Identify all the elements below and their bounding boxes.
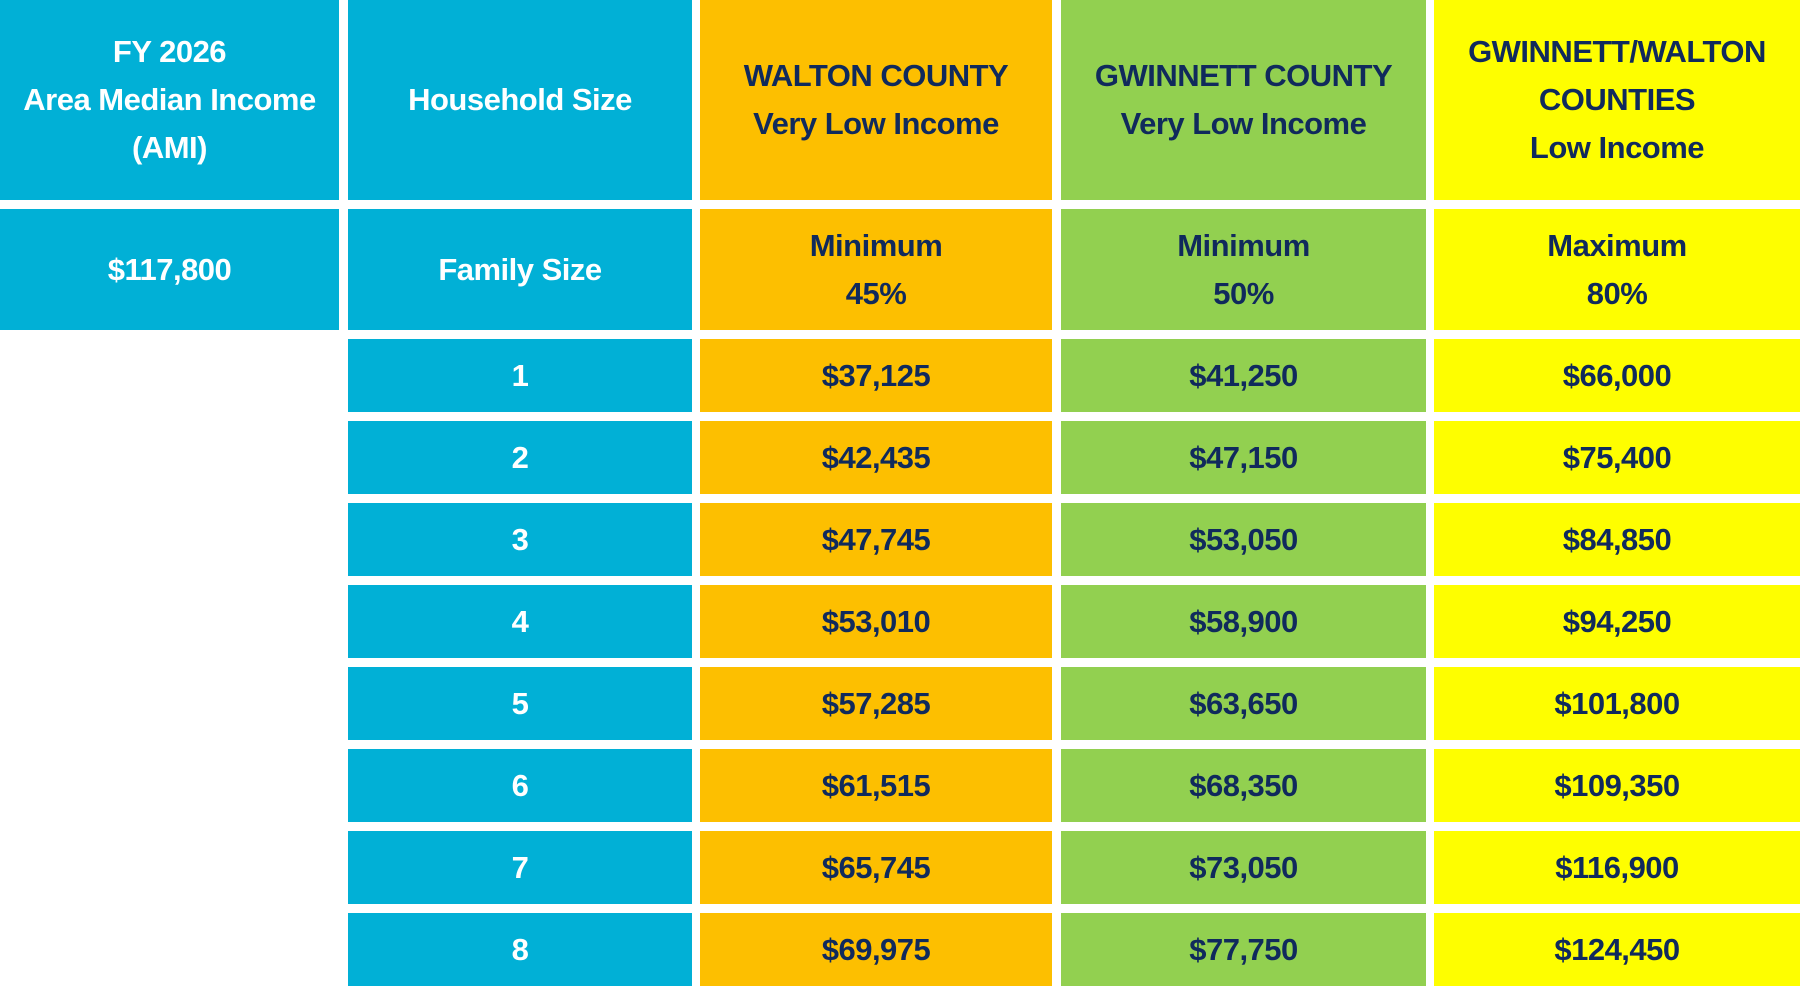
combined-limit-cell: $84,850: [1434, 503, 1800, 576]
household-size-value: 7: [511, 849, 529, 885]
household-size-value: 5: [511, 685, 529, 721]
gwinnett-header-cell: GWINNETT COUNTY Very Low Income: [1061, 0, 1426, 200]
income-limit-value: $47,150: [1189, 439, 1298, 475]
income-limit-value: $61,515: [821, 767, 931, 803]
combined-limit-cell: $109,350: [1434, 749, 1800, 822]
income-limit-value: $47,745: [821, 521, 931, 557]
income-limit-value: $75,400: [1562, 439, 1672, 475]
gwinnett-header-line: Very Low Income: [1120, 106, 1367, 141]
gwinnett-limit-cell: $41,250: [1061, 339, 1426, 412]
walton-limit-cell: $57,285: [700, 667, 1052, 740]
family-size-cell: 2: [348, 421, 692, 494]
income-limit-value: $124,450: [1554, 931, 1680, 967]
combined-threshold-percent: 80%: [1586, 275, 1648, 311]
walton-header-line: WALTON COUNTY: [743, 58, 1009, 93]
walton-limit-cell: $53,010: [700, 585, 1052, 658]
gwinnett-limit-cell: $47,150: [1061, 421, 1426, 494]
income-limit-value: $53,010: [821, 603, 931, 639]
ami-value: $117,800: [107, 251, 232, 287]
gwinnett-threshold-percent: 50%: [1213, 275, 1274, 311]
combined-header-line: Low Income: [1529, 130, 1705, 165]
combined-limit-cell: $101,800: [1434, 667, 1800, 740]
income-limit-value: $109,350: [1554, 767, 1680, 803]
income-limit-value: $94,250: [1562, 603, 1672, 639]
household-size-value: 3: [511, 521, 529, 557]
income-limit-value: $77,750: [1189, 931, 1298, 967]
household-size-value: 1: [511, 357, 529, 393]
income-limit-value: $65,745: [821, 849, 931, 885]
walton-limit-cell: $65,745: [700, 831, 1052, 904]
combined-limit-cell: $124,450: [1434, 913, 1800, 986]
household-size-value: 6: [511, 767, 529, 803]
income-limit-value: $53,050: [1189, 521, 1298, 557]
combined-limit-cell: $116,900: [1434, 831, 1800, 904]
walton-limit-cell: $37,125: [700, 339, 1052, 412]
family-size-cell: 3: [348, 503, 692, 576]
ami-header-line: Area Median Income: [23, 82, 316, 117]
income-limit-value: $58,900: [1189, 603, 1298, 639]
family-size-cell: 7: [348, 831, 692, 904]
walton-limit-cell: $61,515: [700, 749, 1052, 822]
gwinnett-limit-cell: $53,050: [1061, 503, 1426, 576]
income-limit-value: $42,435: [821, 439, 931, 475]
family-size-cell: 1: [348, 339, 692, 412]
income-limit-value: $41,250: [1189, 357, 1298, 393]
gwinnett-limit-cell: $77,750: [1061, 913, 1426, 986]
family-size-cell: 4: [348, 585, 692, 658]
income-limit-value: $37,125: [821, 357, 931, 393]
family-size-cell: Family Size: [348, 209, 692, 330]
gwinnett-limit-cell: $63,650: [1061, 667, 1426, 740]
ami-header-line: FY 2026: [112, 34, 227, 69]
household-size-value: 2: [511, 439, 529, 475]
family-size-cell: 6: [348, 749, 692, 822]
gwinnett-limit-cell: $73,050: [1061, 831, 1426, 904]
income-limit-value: $101,800: [1554, 685, 1680, 721]
income-limit-value: $69,975: [821, 931, 931, 967]
walton-limit-cell: $47,745: [700, 503, 1052, 576]
walton-header-line: Very Low Income: [753, 106, 999, 141]
income-limit-value: $116,900: [1555, 849, 1679, 885]
combined-header-cell: GWINNETT/WALTON COUNTIES Low Income: [1434, 0, 1800, 200]
gwinnett-limit-cell: $68,350: [1061, 749, 1426, 822]
family-size-cell: 8: [348, 913, 692, 986]
combined-header-line: COUNTIES: [1538, 82, 1696, 117]
gwinnett-header-line: GWINNETT COUNTY: [1094, 58, 1393, 93]
family-size-cell: 5: [348, 667, 692, 740]
income-limit-value: $68,350: [1189, 767, 1298, 803]
combined-limit-cell: $75,400: [1434, 421, 1800, 494]
combined-header-line: GWINNETT/WALTON: [1468, 34, 1766, 69]
ami-header-cell: FY 2026 Area Median Income (AMI): [0, 0, 339, 200]
combined-threshold-cell: Maximum 80%: [1434, 209, 1800, 330]
gwinnett-limit-cell: $58,900: [1061, 585, 1426, 658]
walton-limit-cell: $42,435: [700, 421, 1052, 494]
income-limit-value: $84,850: [1562, 521, 1672, 557]
combined-threshold-label: Maximum: [1547, 227, 1687, 263]
gwinnett-threshold-cell: Minimum 50%: [1061, 209, 1426, 330]
combined-limit-cell: $66,000: [1434, 339, 1800, 412]
walton-threshold-percent: 45%: [845, 275, 907, 311]
ami-header-line: (AMI): [132, 130, 207, 165]
walton-header-cell: WALTON COUNTY Very Low Income: [700, 0, 1052, 200]
household-size-header: Household Size: [408, 82, 632, 117]
walton-limit-cell: $69,975: [700, 913, 1052, 986]
income-limit-value: $63,650: [1189, 685, 1298, 721]
walton-threshold-cell: Minimum 45%: [700, 209, 1052, 330]
household-size-value: 8: [511, 931, 529, 967]
combined-limit-cell: $94,250: [1434, 585, 1800, 658]
household-size-header-cell: Household Size: [348, 0, 692, 200]
income-limit-value: $73,050: [1189, 849, 1298, 885]
family-size-label: Family Size: [438, 251, 602, 287]
income-limit-value: $57,285: [821, 685, 931, 721]
household-size-value: 4: [511, 603, 529, 639]
ami-value-cell: $117,800: [0, 209, 339, 330]
income-limit-value: $66,000: [1562, 357, 1672, 393]
gwinnett-threshold-label: Minimum: [1177, 227, 1310, 263]
walton-threshold-label: Minimum: [809, 227, 943, 263]
